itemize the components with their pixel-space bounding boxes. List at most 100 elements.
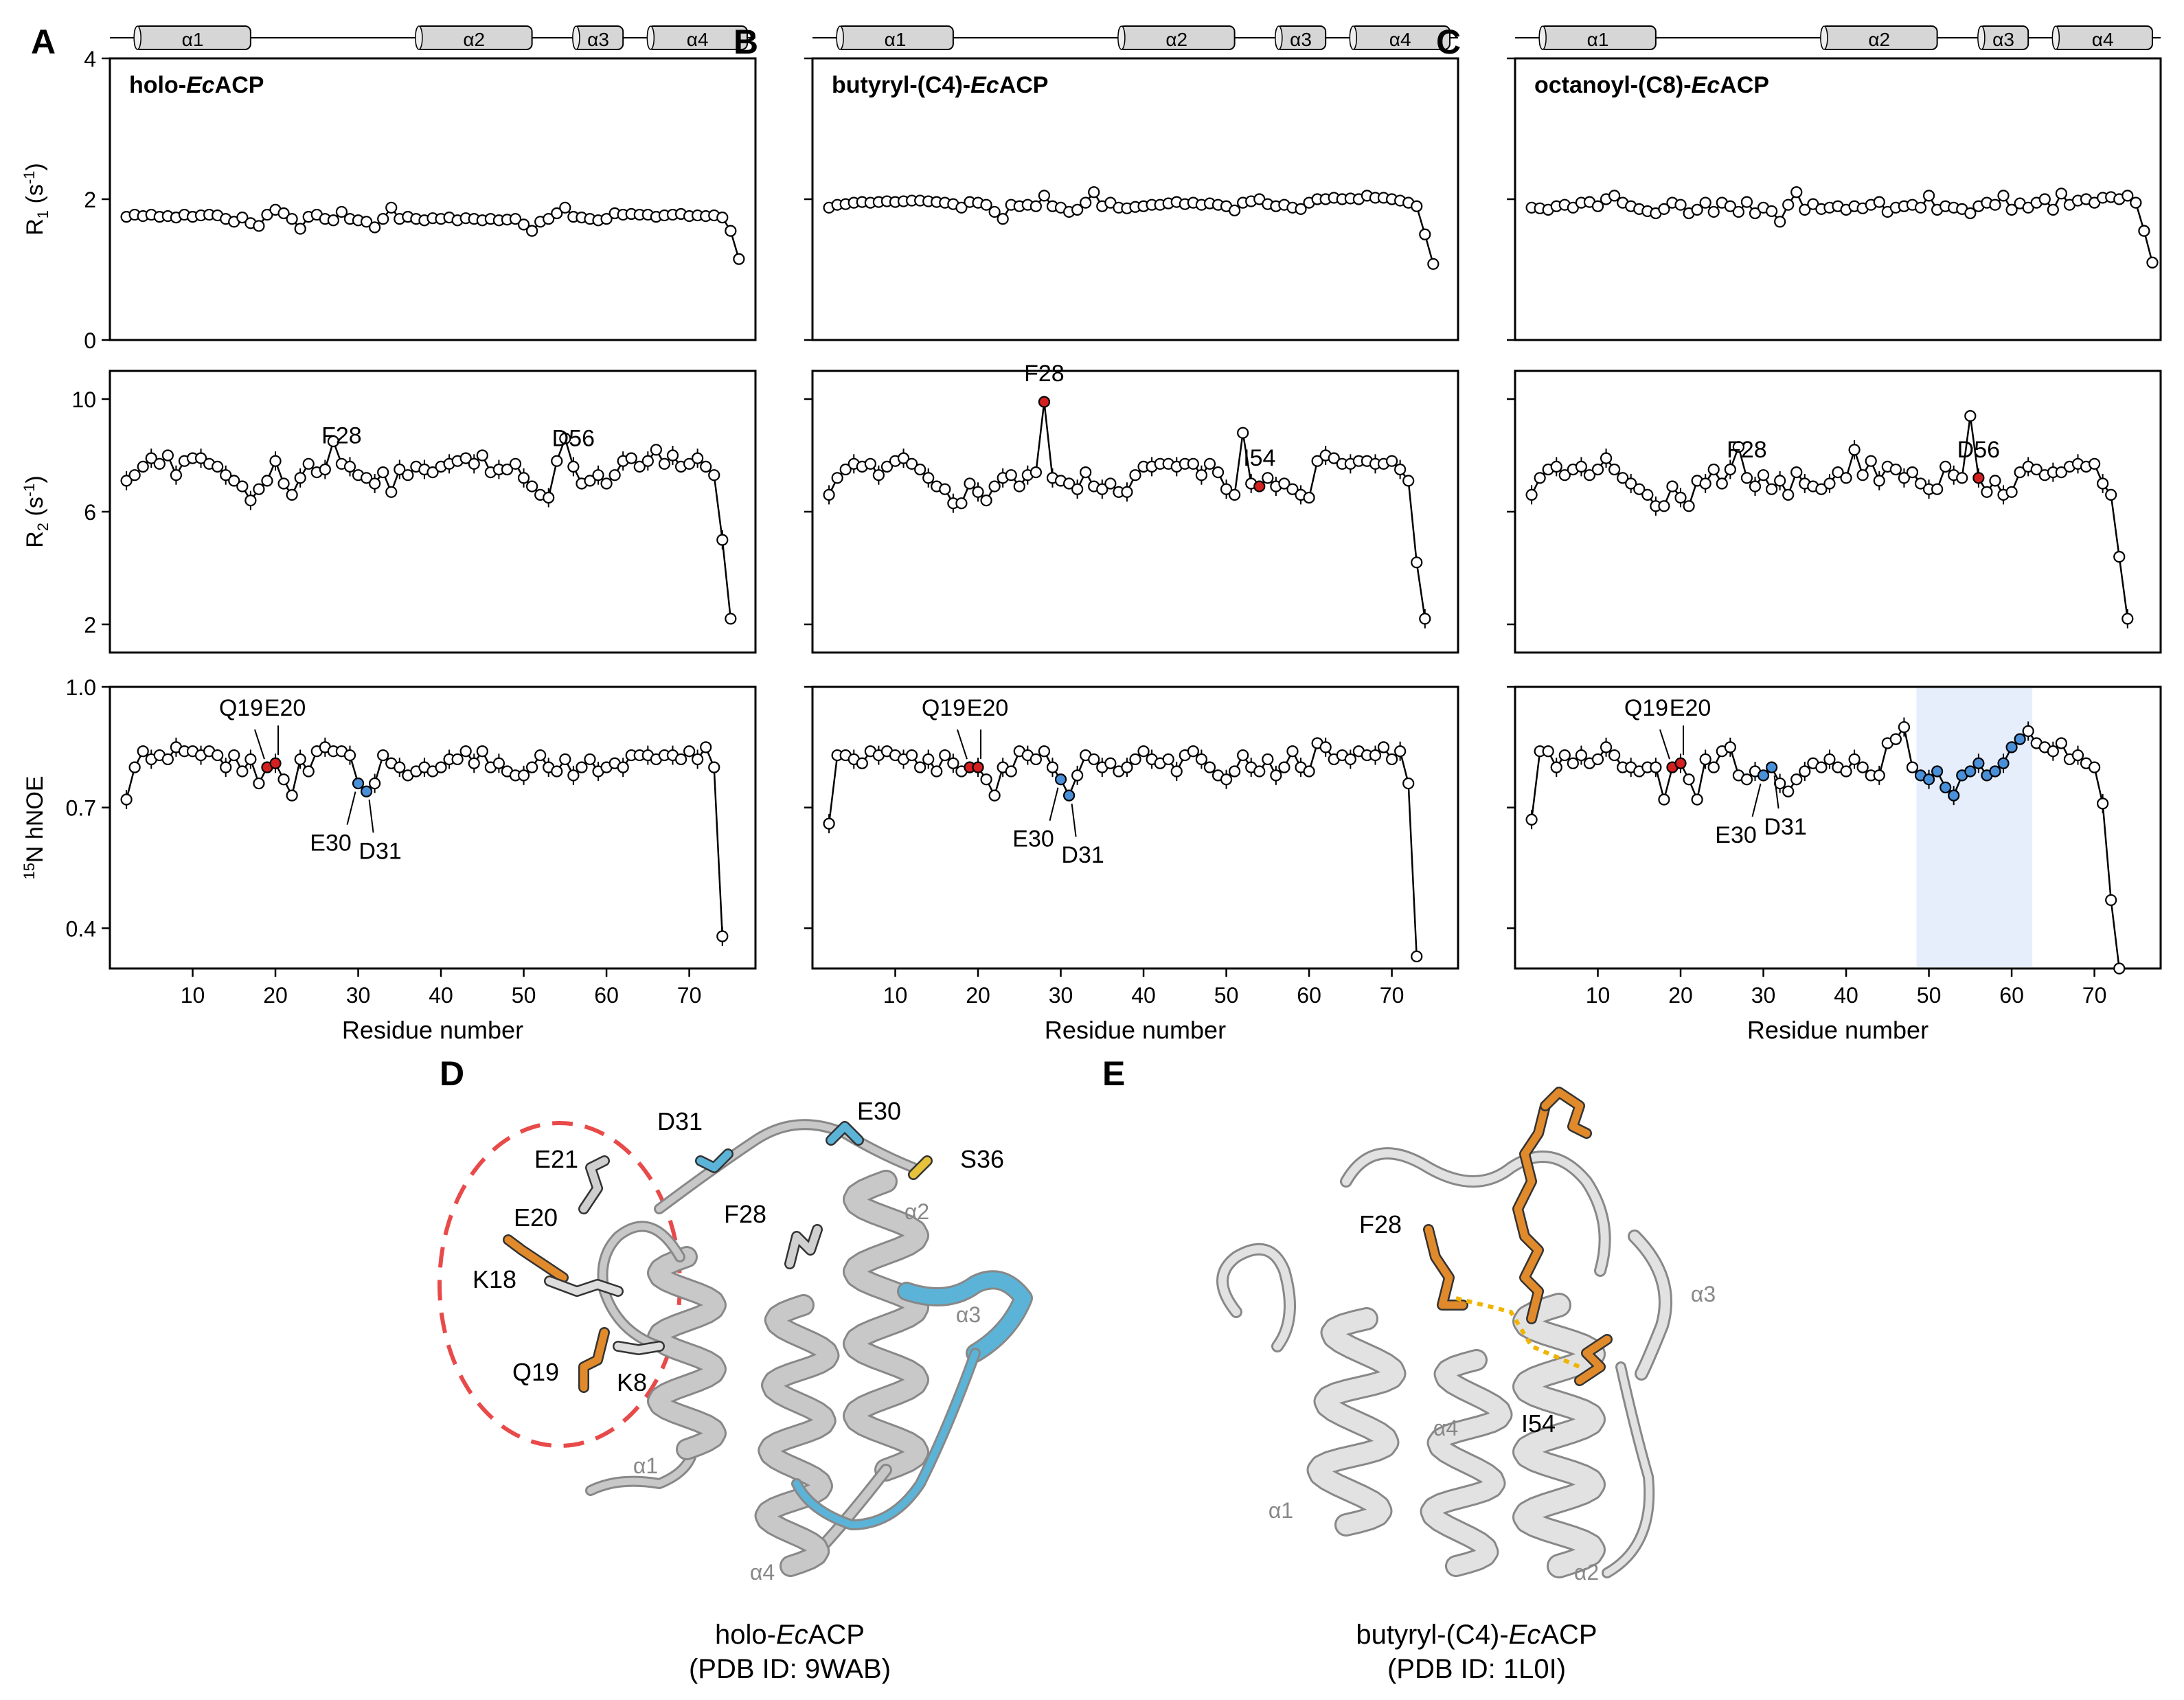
data-point bbox=[980, 199, 992, 211]
data-point bbox=[1203, 457, 1216, 470]
label-d31: D31 bbox=[657, 1107, 703, 1135]
data-point bbox=[1328, 452, 1340, 464]
data-point bbox=[1823, 477, 1836, 490]
series-a-noe: Q19 E20 E30 D31 bbox=[120, 695, 729, 947]
data-point bbox=[2055, 737, 2067, 749]
data-point bbox=[1005, 765, 1017, 778]
data-point bbox=[1104, 477, 1117, 490]
data-point bbox=[228, 749, 240, 762]
data-point bbox=[492, 757, 505, 769]
y-axis-label-part: R bbox=[22, 218, 48, 236]
residue-k18 bbox=[545, 1277, 622, 1295]
data-point bbox=[526, 761, 538, 773]
data-point bbox=[625, 452, 637, 464]
data-point bbox=[897, 452, 910, 464]
data-point bbox=[1046, 761, 1059, 773]
y-axis-label-part: 15 bbox=[21, 863, 38, 879]
data-point bbox=[1591, 753, 1604, 766]
data-point bbox=[1162, 753, 1174, 766]
data-point bbox=[551, 455, 563, 467]
data-point bbox=[294, 223, 306, 235]
plot-frame bbox=[1514, 685, 2162, 970]
data-point bbox=[236, 212, 249, 224]
annotation-d56: D56 bbox=[1957, 437, 2000, 463]
data-point bbox=[1220, 773, 1233, 786]
data-point bbox=[377, 466, 389, 479]
residue-i54 bbox=[1576, 1335, 1611, 1385]
data-point bbox=[277, 773, 290, 786]
data-point bbox=[1940, 460, 1952, 473]
data-point bbox=[1013, 480, 1025, 492]
data-point bbox=[1583, 469, 1596, 481]
data-point bbox=[1765, 761, 1778, 773]
label-e20: E20 bbox=[514, 1203, 558, 1232]
data-point bbox=[1038, 396, 1051, 408]
helix-cap bbox=[133, 25, 141, 50]
helix-a3-ribbon bbox=[899, 1272, 1031, 1361]
panel-title-suffix: ACP bbox=[215, 72, 264, 98]
caption-d-pdb: (PDB ID: 9WAB) bbox=[688, 1654, 891, 1684]
data-point bbox=[1262, 753, 1274, 766]
data-point bbox=[1782, 785, 1795, 797]
data-point bbox=[1956, 472, 1968, 484]
helix-a4-ribbon bbox=[1422, 1351, 1511, 1575]
data-point bbox=[543, 213, 555, 225]
x-tick-label: 50 bbox=[1917, 983, 1942, 1008]
data-point bbox=[1873, 769, 1885, 782]
data-point bbox=[692, 452, 704, 464]
data-point bbox=[253, 777, 265, 790]
residue-q19 bbox=[580, 1328, 608, 1392]
data-point bbox=[1303, 765, 1315, 778]
y-axis-label-part: 2 bbox=[34, 523, 52, 531]
helix-cap bbox=[2051, 25, 2060, 50]
panel-title-suffix: ACP bbox=[999, 72, 1049, 98]
panel-title-em: Ec bbox=[1692, 72, 1720, 98]
panel-title-prefix: butyryl-(C4)- bbox=[832, 72, 970, 98]
data-point bbox=[220, 469, 232, 481]
data-point bbox=[2055, 188, 2067, 200]
helix-label: α2 bbox=[463, 29, 485, 50]
data-point bbox=[145, 452, 157, 464]
data-point bbox=[708, 469, 720, 481]
data-point bbox=[1699, 753, 1711, 766]
data-point bbox=[1278, 761, 1290, 773]
data-point bbox=[1088, 753, 1100, 766]
caption-d-suffix: ACP bbox=[808, 1620, 865, 1650]
y-axis-label-part: 1 bbox=[34, 210, 52, 218]
data-point bbox=[1303, 491, 1315, 504]
data-point bbox=[1749, 207, 1762, 220]
data-point bbox=[369, 477, 381, 490]
data-point bbox=[1799, 765, 1811, 778]
data-point bbox=[1840, 765, 1852, 778]
data-point bbox=[244, 494, 257, 507]
data-point bbox=[1617, 472, 1629, 484]
data-point bbox=[1922, 190, 1935, 202]
annotation-f28: F28 bbox=[1727, 437, 1767, 463]
data-point bbox=[302, 457, 315, 470]
helix-label: α4 bbox=[687, 29, 709, 50]
data-point bbox=[576, 761, 588, 773]
data-point bbox=[459, 452, 472, 464]
y-axis-label-part: (s bbox=[22, 184, 48, 210]
data-point bbox=[716, 930, 729, 942]
data-point bbox=[1856, 761, 1869, 773]
annotation-arrow bbox=[1751, 783, 1762, 817]
data-point bbox=[1823, 753, 1836, 766]
caption-e-prefix: butyryl-(C4)- bbox=[1356, 1620, 1509, 1650]
data-point bbox=[394, 761, 406, 773]
data-point bbox=[1641, 488, 1654, 501]
data-point bbox=[1774, 475, 1786, 487]
data-point bbox=[1411, 200, 1423, 212]
data-point bbox=[1591, 200, 1604, 212]
x-tick-label: 10 bbox=[1586, 983, 1611, 1008]
helix-a1-ribbon bbox=[1308, 1309, 1404, 1534]
data-point bbox=[1237, 427, 1249, 439]
helix-cap bbox=[646, 25, 655, 50]
data-point bbox=[1212, 466, 1225, 479]
annotation-arrow bbox=[1049, 787, 1059, 821]
residue-f28 bbox=[1424, 1225, 1467, 1309]
data-point bbox=[1129, 753, 1141, 766]
helix-label-α3: α3 bbox=[956, 1302, 981, 1327]
plot-frame bbox=[811, 370, 1459, 654]
x-axis-label: Residue number bbox=[1747, 1016, 1929, 1044]
